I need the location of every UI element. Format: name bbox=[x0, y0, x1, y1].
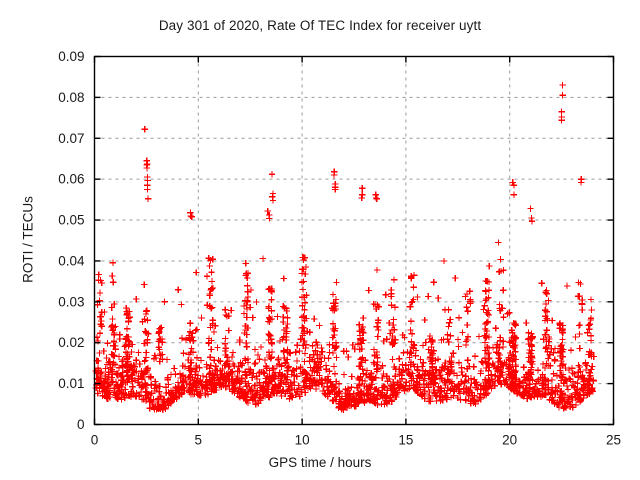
y-axis-label: ROTI / TECUs bbox=[20, 196, 36, 283]
page-title: Day 301 of 2020, Rate Of TEC Index for r… bbox=[158, 18, 482, 33]
data-points bbox=[92, 81, 597, 413]
y-tick-label: 0.08 bbox=[58, 90, 84, 105]
y-tick-label: 0.07 bbox=[58, 131, 84, 146]
x-axis-label: GPS time / hours bbox=[268, 455, 372, 470]
x-tick-label: 15 bbox=[398, 433, 413, 448]
gridlines bbox=[94, 56, 614, 425]
x-tick-label: 20 bbox=[502, 433, 517, 448]
y-tick-label: 0.05 bbox=[58, 213, 84, 228]
x-tick-label: 5 bbox=[195, 433, 203, 448]
plot-frame bbox=[93, 55, 615, 426]
x-tick-label: 25 bbox=[606, 433, 621, 448]
data-point-marks bbox=[92, 81, 597, 413]
axis-ticks: 0 0.01 0.02 0.03 0.04 0.05 0.06 0.07 0.08 0.09 0 5 1… bbox=[58, 49, 621, 448]
y-tick-label: 0.04 bbox=[58, 253, 85, 268]
y-tick-label: 0.06 bbox=[58, 172, 84, 187]
y-tick-label: 0.01 bbox=[58, 376, 84, 391]
y-tick-label: 0.02 bbox=[58, 335, 84, 350]
x-tick-label: 10 bbox=[295, 433, 310, 448]
y-tick-label: 0.03 bbox=[58, 294, 84, 309]
y-tick-label: 0 bbox=[77, 417, 85, 432]
x-tick-label: 0 bbox=[91, 433, 99, 448]
y-tick-label: 0.09 bbox=[58, 49, 84, 64]
